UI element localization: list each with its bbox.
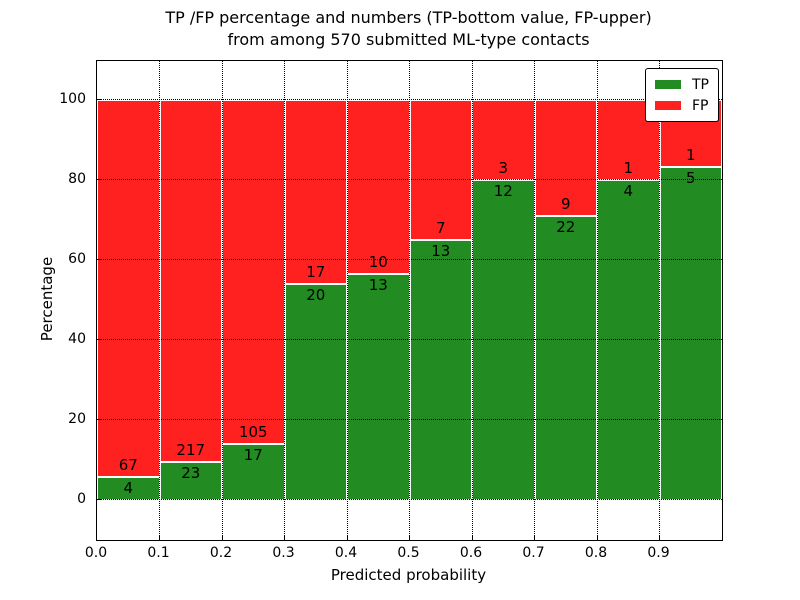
bar-label-fp: 217 [176, 440, 206, 459]
bar-segment-tp [409, 240, 472, 500]
bar-segment-tp [659, 166, 722, 500]
bar-label-fp: 105 [238, 423, 268, 442]
x-tick-label: 0.2 [209, 545, 233, 561]
bar-label-fp: 3 [498, 159, 509, 177]
legend-label-fp: FP [692, 97, 709, 114]
bar-segment-fp [97, 100, 160, 478]
x-axis-tick [346, 535, 348, 540]
x-tick-label: 0.5 [397, 545, 420, 561]
bar-label-tp: 4 [623, 182, 634, 200]
legend-swatch-fp [655, 101, 681, 110]
plot-area: 67 4 217 23 105 17 17 20 10 13 7 13 3 12 9 22 1 4 1 5 TP FP [96, 60, 723, 541]
v-gridline [409, 61, 410, 540]
x-axis-tick [284, 535, 285, 540]
y-tick-label: 0 [77, 491, 86, 507]
y-axis-label: Percentage [38, 256, 56, 342]
v-gridline [596, 61, 598, 540]
x-tick-label: 0.9 [647, 545, 670, 561]
y-axis-tick [97, 99, 102, 100]
bar-label-fp: 10 [368, 252, 388, 271]
x-tick-label: 0.8 [584, 545, 608, 561]
y-axis-tick [97, 499, 102, 500]
bar-label-fp: 67 [118, 456, 138, 475]
bar-label-fp: 7 [435, 219, 446, 237]
bar-label-tp: 20 [306, 285, 326, 304]
x-tick-label: 0.7 [522, 545, 545, 561]
v-gridline [346, 61, 348, 540]
y-tick-label: 80 [68, 171, 86, 187]
bar-label-tp: 4 [123, 479, 134, 498]
y-tick-label: 40 [68, 331, 86, 347]
x-axis-tick [596, 535, 598, 540]
legend-swatch-tp [655, 80, 681, 89]
v-gridline [159, 61, 160, 540]
bar-label-tp: 22 [556, 218, 576, 237]
legend: TP FP [645, 68, 719, 122]
y-tick-label: 60 [68, 251, 86, 267]
bar-label-fp: 17 [306, 262, 326, 281]
y-axis-tick [97, 179, 102, 180]
bar-segment-fp [347, 100, 410, 274]
y-tick-label: 100 [59, 91, 86, 107]
chart-title: TP /FP percentage and numbers (TP-bottom… [96, 7, 721, 51]
v-gridline [284, 61, 285, 540]
y-tick-label: 20 [68, 411, 86, 427]
bar-segment-fp [159, 100, 222, 462]
x-axis-tick [409, 535, 410, 540]
legend-entry-fp: FP [655, 95, 709, 116]
y-axis-tick [97, 339, 102, 340]
legend-label-tp: TP [692, 76, 709, 93]
x-tick-label: 0.1 [147, 545, 170, 561]
x-tick-label: 0.3 [272, 545, 295, 561]
bar-label-tp: 13 [431, 242, 451, 260]
chart-title-line2: from among 570 submitted ML-type contact… [227, 30, 590, 49]
bar-label-tp: 12 [493, 182, 513, 200]
bar-segment-fp [222, 100, 285, 445]
v-gridline [221, 61, 223, 540]
x-tick-label: 0.4 [334, 545, 358, 561]
x-axis-tick [471, 535, 473, 540]
x-tick-label: 0.6 [459, 545, 483, 561]
x-axis-label: Predicted probability [330, 566, 487, 584]
bar-segment-fp [284, 100, 347, 284]
x-axis-tick [659, 535, 660, 540]
x-axis-tick [221, 535, 223, 540]
bar-label-tp: 13 [368, 275, 388, 294]
y-axis-tick [97, 259, 102, 260]
bar-label-tp: 23 [181, 463, 201, 482]
bar-label-fp: 1 [685, 145, 696, 164]
bar-label-tp: 17 [243, 446, 263, 465]
v-gridline [471, 61, 473, 540]
x-tick-label: 0.0 [84, 545, 108, 561]
v-gridline [534, 61, 535, 540]
bar-label-tp: 5 [685, 168, 696, 187]
bar-label-fp: 1 [623, 159, 634, 177]
bar-segment-tp [597, 180, 660, 500]
bar-segment-tp [472, 180, 535, 500]
chart-title-line1: TP /FP percentage and numbers (TP-bottom… [165, 8, 652, 27]
x-axis-tick [159, 535, 160, 540]
bar-segment-fp [409, 100, 472, 240]
y-axis-tick [97, 419, 102, 420]
v-gridline [659, 61, 660, 540]
bar-segment-tp [284, 283, 347, 500]
bar-segment-fp [534, 100, 597, 217]
bar-label-fp: 9 [560, 195, 571, 214]
bar-segment-tp [347, 273, 410, 500]
x-axis-tick [534, 535, 535, 540]
legend-entry-tp: TP [655, 74, 709, 95]
